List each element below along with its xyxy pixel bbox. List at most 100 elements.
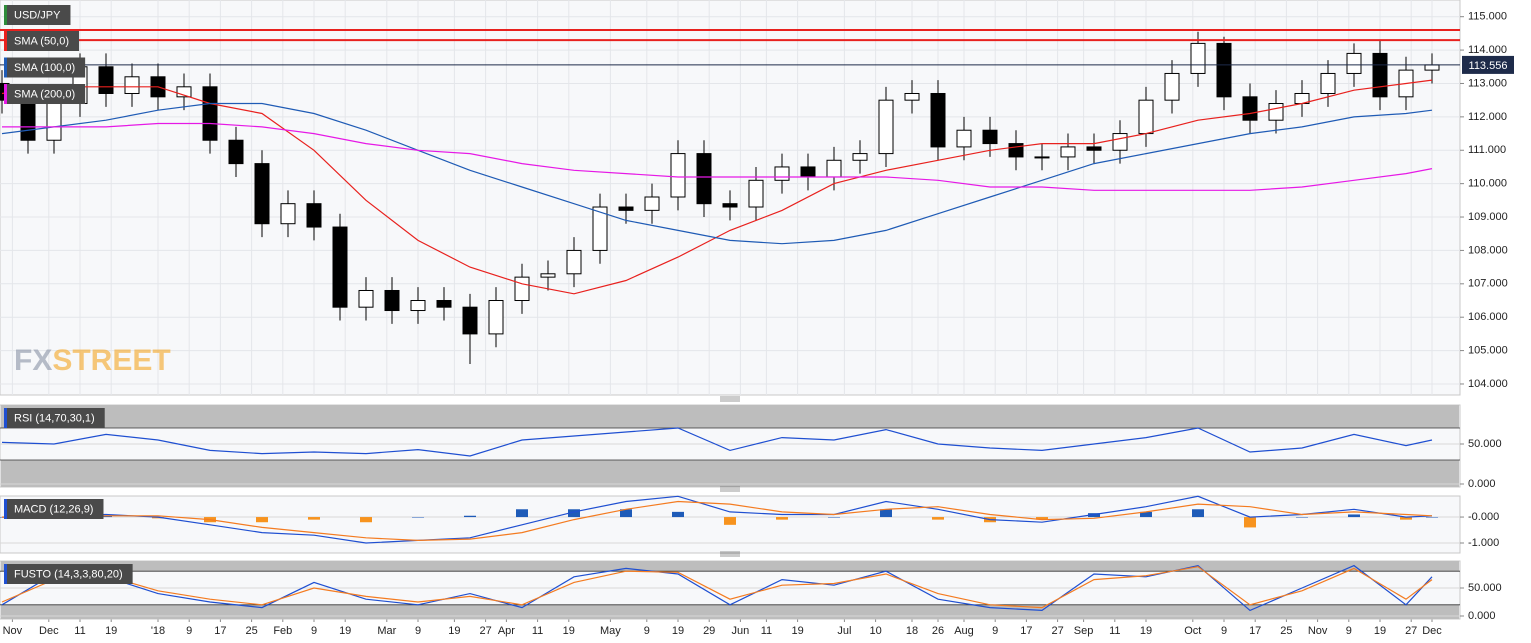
panel: 0.000 50.000 (0, 560, 1502, 622)
label-stripe (4, 408, 7, 428)
y-tick-label: 115.000 (1468, 11, 1507, 23)
candle-body (956, 129, 972, 148)
panel: 104.000 105.000 106.000 107.000 108.000 109.0… (0, 0, 1514, 396)
candle-body (1008, 143, 1024, 158)
band (1, 405, 1459, 428)
x-tick-label: 19 (339, 625, 351, 637)
histogram-bar (360, 517, 372, 523)
histogram-bar (256, 517, 268, 523)
indicator-label: SMA (50,0) (4, 31, 80, 51)
candle-body (1424, 64, 1440, 71)
indicator-label: SMA (200,0) (4, 84, 86, 104)
histogram-bar (1192, 509, 1204, 518)
candle-body (1138, 99, 1154, 135)
label-text: SMA (200,0) (14, 88, 75, 100)
candle-body (566, 249, 582, 275)
logo-street: STREET (52, 344, 170, 377)
histogram-bar (100, 515, 112, 518)
x-tick-label: 19 (672, 625, 684, 637)
x-tick-label: 11 (761, 625, 772, 637)
candle-body (930, 92, 946, 148)
x-tick-label: Feb (273, 625, 292, 637)
candle-body (748, 179, 764, 208)
y-tick-label: 0.000 (1468, 610, 1496, 622)
candle-body (46, 103, 62, 141)
x-tick-label: 27 (479, 625, 491, 637)
x-tick-label: 19 (448, 625, 460, 637)
candle-body (592, 206, 608, 251)
last-price-label: 113.556 (1469, 60, 1508, 72)
histogram-bar (1140, 511, 1152, 518)
x-tick-label: 19 (563, 625, 575, 637)
indicator-line (1, 102, 1433, 245)
candle-body (1034, 156, 1050, 159)
y-tick-label: 105.000 (1468, 344, 1508, 356)
y-tick-label: -0.000 (1468, 511, 1499, 523)
candle-body (696, 153, 712, 205)
x-tick-label: 9 (1221, 625, 1227, 637)
x-tick-label: 17 (214, 625, 226, 637)
label-box (4, 57, 86, 78)
histogram-bar (1036, 517, 1048, 520)
label-text: FUSTO (14,3,3,80,20) (14, 568, 123, 580)
y-tick-label: 106.000 (1468, 311, 1508, 323)
x-tick-label: 25 (245, 625, 257, 637)
histogram-bar (1400, 517, 1412, 520)
x-tick-label: 29 (703, 625, 715, 637)
x-tick-label: 18 (906, 625, 918, 637)
candle-body (826, 159, 842, 178)
label-text: SMA (100,0) (14, 62, 75, 74)
y-tick-label: 108.000 (1468, 244, 1508, 256)
histogram-bar (1296, 517, 1308, 518)
y-tick-label: 109.000 (1468, 211, 1508, 223)
candle-body (722, 203, 738, 208)
candle-body (1268, 103, 1284, 121)
panel-splitter (720, 396, 740, 402)
logo-fx: FX (14, 344, 52, 377)
y-tick-label: 104.000 (1468, 378, 1508, 390)
x-tick-label: 9 (415, 625, 421, 637)
candle-body (306, 203, 322, 228)
label-stripe (4, 564, 7, 584)
indicator-line (2, 500, 1433, 542)
histogram-bar (412, 517, 424, 518)
panel-splitter (720, 486, 740, 492)
indicator-line (1, 427, 1433, 457)
label-text: MACD (12,26,9) (14, 503, 93, 515)
y-tick-label: 113.000 (1468, 77, 1507, 89)
y-tick-label: 50.000 (1468, 438, 1502, 450)
y-tick-label: 0.000 (1468, 478, 1496, 490)
indicator-line (1, 79, 1433, 295)
candle-body (462, 306, 478, 335)
histogram-bar (308, 517, 320, 520)
candle-body (1060, 146, 1076, 158)
indicator-line (1, 564, 1433, 612)
x-tick-label: 9 (992, 625, 998, 637)
candle-body (904, 92, 920, 101)
candle-body (1346, 52, 1362, 74)
candle-body (644, 196, 660, 211)
candle-body (1372, 52, 1388, 98)
x-tick-label: Sep (1074, 625, 1094, 637)
x-tick-label: 27 (1405, 625, 1417, 637)
candle-body (228, 139, 244, 165)
label-stripe (4, 84, 7, 104)
x-tick-label: Nov (1308, 625, 1328, 637)
histogram-bar (568, 509, 580, 518)
candle-body (774, 166, 790, 181)
x-tick-label: 19 (105, 625, 117, 637)
histogram-bar (672, 511, 684, 518)
x-tick-label: 9 (644, 625, 650, 637)
candle-body (514, 276, 530, 302)
x-tick-label: 11 (74, 625, 85, 637)
candle-body (358, 289, 374, 308)
x-tick-label: Dec (39, 625, 59, 637)
label-stripe (4, 499, 7, 519)
candle-body (878, 99, 894, 155)
y-tick-label: 112.000 (1468, 111, 1507, 123)
label-text: USD/JPY (14, 9, 61, 21)
candle-body (1112, 133, 1128, 151)
y-tick-label: 50.000 (1468, 582, 1502, 594)
panel: -0.000 -1.000 (0, 495, 1499, 554)
label-stripe (4, 5, 7, 25)
